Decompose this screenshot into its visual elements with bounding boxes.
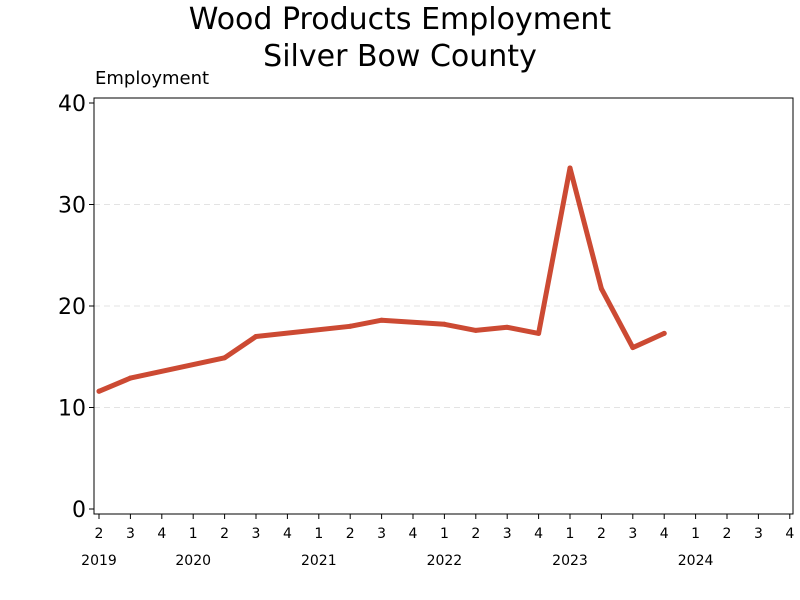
- x-axis: 2 2019 3 4 1 2020 2 3 4 1 2021 2 3 4 1 2022 2 3 4 1 2023 2 3 4 1…: [81, 514, 794, 569]
- x-tick-label: 2: [346, 526, 355, 542]
- x-tick-label: 3: [754, 526, 763, 542]
- x-tick-label: 4: [534, 526, 543, 542]
- x-year-label: 2024: [678, 553, 714, 569]
- gridlines: [94, 204, 793, 408]
- x-tick-label: 2: [597, 526, 606, 542]
- data-point: [504, 324, 510, 330]
- data-point: [379, 317, 385, 323]
- x-tick-label: 3: [252, 526, 261, 542]
- x-tick-label: 2: [220, 526, 229, 542]
- x-tick-label: 4: [157, 526, 166, 542]
- series-layer: [96, 165, 667, 394]
- x-tick-label: 1: [314, 526, 323, 542]
- x-year-label: 2021: [301, 553, 337, 569]
- data-point: [441, 321, 447, 327]
- y-tick-label: 30: [58, 194, 86, 219]
- data-point: [347, 323, 353, 329]
- y-tick-label: 10: [58, 397, 86, 422]
- chart-subtitle: Silver Bow County: [263, 39, 537, 74]
- x-tick-label: 4: [283, 526, 292, 542]
- x-tick-label: 1: [440, 526, 449, 542]
- x-tick-label: 4: [660, 526, 669, 542]
- data-point: [661, 330, 667, 336]
- data-point: [96, 388, 102, 394]
- x-tick-label: 1: [189, 526, 198, 542]
- x-tick-label: 2: [471, 526, 480, 542]
- series-line: [96, 165, 667, 394]
- x-tick-label: 3: [503, 526, 512, 542]
- x-tick-label: 3: [126, 526, 135, 542]
- y-axis: 0 10 20 30 40: [58, 92, 94, 523]
- data-point: [598, 286, 604, 292]
- x-tick-label: 2: [95, 526, 104, 542]
- x-tick-label: 3: [628, 526, 637, 542]
- x-year-label: 2020: [175, 553, 211, 569]
- y-axis-label: Employment: [95, 68, 210, 89]
- x-year-label: 2023: [552, 553, 588, 569]
- y-tick-label: 0: [72, 498, 86, 523]
- chart-title: Wood Products Employment: [188, 2, 612, 37]
- data-point: [567, 165, 573, 171]
- data-point: [473, 327, 479, 333]
- data-point: [127, 375, 133, 381]
- x-year-label: 2022: [427, 553, 463, 569]
- x-tick-label: 1: [691, 526, 700, 542]
- x-tick-label: 1: [566, 526, 575, 542]
- data-point: [253, 333, 259, 339]
- x-tick-label: 4: [785, 526, 794, 542]
- data-point: [536, 330, 542, 336]
- y-tick-label: 20: [58, 295, 86, 320]
- data-point: [630, 345, 636, 351]
- x-tick-label: 3: [377, 526, 386, 542]
- x-tick-label: 2: [723, 526, 732, 542]
- x-tick-label: 4: [409, 526, 418, 542]
- data-point: [222, 355, 228, 361]
- y-tick-label: 40: [58, 92, 86, 117]
- x-year-label: 2019: [81, 553, 117, 569]
